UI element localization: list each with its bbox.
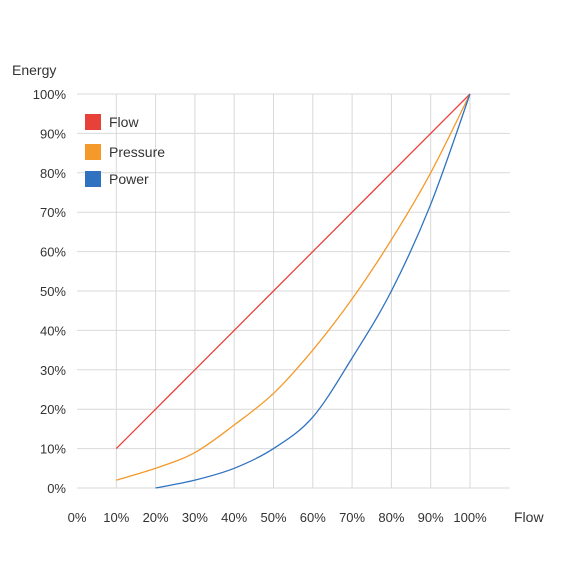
x-tick-label: 40% bbox=[221, 510, 247, 525]
legend-label-power: Power bbox=[109, 171, 149, 187]
y-tick-label: 70% bbox=[40, 205, 66, 220]
y-axis-ticks: 0% 10% 20% 30% 40% 50% 60% 70% 80% 90% 100% bbox=[33, 87, 67, 496]
x-axis-title: Flow bbox=[514, 509, 544, 525]
series-line-flow bbox=[115, 93, 471, 450]
x-tick-label: 10% bbox=[103, 510, 129, 525]
x-tick-label: 90% bbox=[418, 510, 444, 525]
legend-swatch-pressure bbox=[85, 144, 101, 160]
x-tick-label: 80% bbox=[378, 510, 404, 525]
x-tick-label: 60% bbox=[300, 510, 326, 525]
legend-label-flow: Flow bbox=[109, 114, 139, 130]
y-tick-label: 40% bbox=[40, 323, 66, 338]
x-tick-label: 70% bbox=[339, 510, 365, 525]
y-tick-label: 60% bbox=[40, 245, 66, 260]
y-tick-label: 10% bbox=[40, 442, 66, 457]
series-line-power bbox=[155, 93, 471, 489]
y-tick-label: 100% bbox=[33, 87, 67, 102]
x-tick-label: 50% bbox=[260, 510, 286, 525]
legend: Flow Pressure Power bbox=[85, 114, 165, 187]
legend-swatch-flow bbox=[85, 114, 101, 130]
y-tick-label: 90% bbox=[40, 126, 66, 141]
legend-label-pressure: Pressure bbox=[109, 144, 165, 160]
y-tick-label: 80% bbox=[40, 166, 66, 181]
x-tick-label: 0% bbox=[68, 510, 87, 525]
y-tick-label: 20% bbox=[40, 402, 66, 417]
x-tick-label: 30% bbox=[182, 510, 208, 525]
y-tick-label: 0% bbox=[47, 481, 66, 496]
y-tick-label: 30% bbox=[40, 363, 66, 378]
series-line-pressure bbox=[116, 93, 471, 481]
x-axis-ticks: 0% 10% 20% 30% 40% 50% 60% 70% 80% 90% 100% bbox=[68, 510, 487, 525]
x-tick-label: 100% bbox=[453, 510, 487, 525]
grid bbox=[77, 93, 510, 489]
legend-swatch-power bbox=[85, 171, 101, 187]
x-tick-label: 20% bbox=[143, 510, 169, 525]
y-tick-label: 50% bbox=[40, 284, 66, 299]
series-lines bbox=[115, 93, 471, 489]
y-axis-title: Energy bbox=[12, 62, 56, 78]
